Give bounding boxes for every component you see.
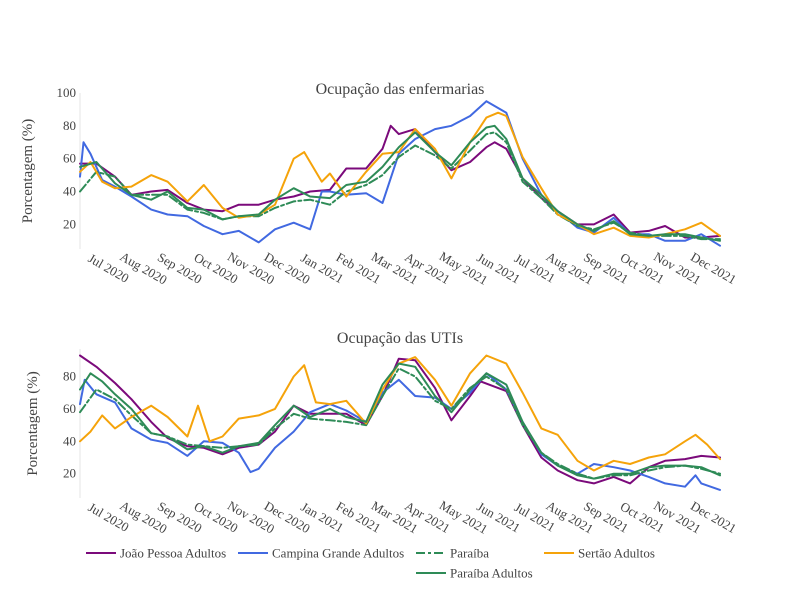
y-axis-label: Porcentagem (%) (20, 119, 36, 224)
y-tick-label: 80 (63, 369, 76, 384)
legend-label-jp: João Pessoa Adultos (120, 546, 226, 561)
y-tick-label: 100 (57, 85, 77, 100)
y-tick-label: 60 (63, 401, 76, 416)
y-tick-label: 80 (63, 118, 76, 133)
chart-panel-1: Ocupação das enfermarias Porcentagem (%) 2… (20, 81, 739, 288)
y-tick-label: 40 (63, 184, 76, 199)
series-line-pa (79, 124, 721, 242)
series-line-pb (79, 131, 721, 241)
series-line-pb (79, 367, 721, 480)
y-tick-label: 40 (63, 433, 76, 448)
chart-panel-2: Ocupação das UTIs Porcentagem (%) 20 40 60 80… (25, 330, 739, 537)
series-line-jp (79, 124, 721, 239)
series-line-st (79, 354, 721, 472)
legend: João Pessoa Adultos Campina Grande Adulto… (86, 546, 655, 581)
y-tick-label: 20 (63, 466, 76, 481)
series-line-cg (79, 100, 721, 247)
legend-label-cg: Campina Grande Adultos (272, 546, 404, 561)
y-tick-label: 60 (63, 151, 76, 166)
series-line-jp (79, 354, 721, 485)
y-axis-label: Porcentagem (%) (25, 371, 41, 476)
chart-title: Ocupação das enfermarias (316, 81, 485, 98)
series-line-st (79, 111, 721, 239)
legend-label-pa: Paraíba Adultos (450, 566, 533, 581)
legend-label-pb: Paraíba (450, 546, 489, 561)
series-line-pa (79, 362, 721, 480)
chart-title: Ocupação das UTIs (337, 330, 463, 347)
series-line-cg (79, 372, 721, 491)
legend-label-st: Sertão Adultos (578, 546, 655, 561)
y-tick-label: 20 (63, 216, 76, 231)
